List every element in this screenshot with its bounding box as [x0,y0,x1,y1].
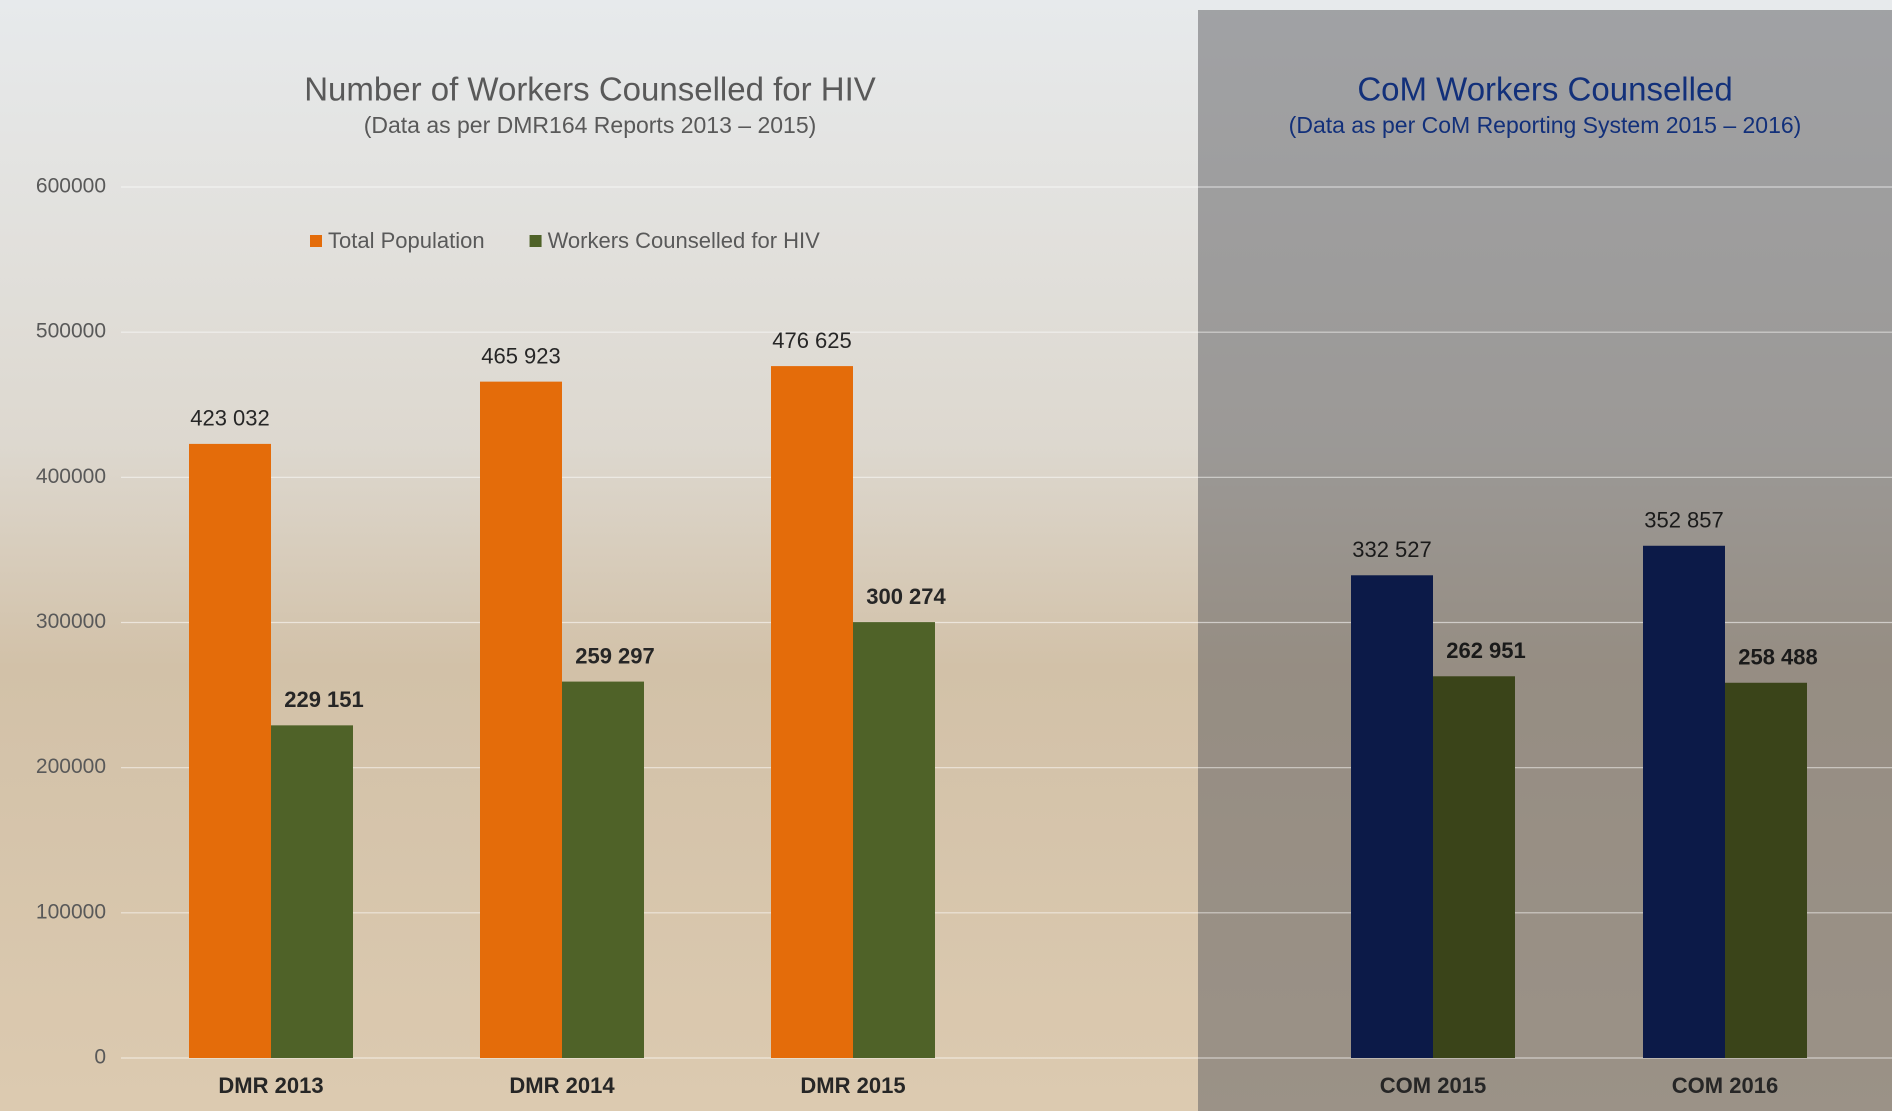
bar [853,622,935,1058]
bar [771,366,853,1058]
chart-title: Number of Workers Counselled for HIV [304,71,876,108]
y-tick-label: 600000 [36,175,106,198]
bar [562,681,644,1058]
x-tick-label: DMR 2014 [509,1073,615,1098]
legend-swatch [310,235,322,247]
legend-label: Total Population [328,228,485,253]
value-label: 259 297 [575,643,655,668]
bar [1351,575,1433,1058]
value-label: 229 151 [284,687,364,712]
y-tick-label: 400000 [36,465,106,488]
x-tick-label: DMR 2015 [800,1073,905,1098]
value-label: 423 032 [190,406,270,431]
legend-label: Workers Counselled for HIV [548,228,821,253]
value-label: 332 527 [1352,537,1432,562]
value-label: 262 951 [1446,638,1526,663]
value-label: 465 923 [481,343,561,368]
y-tick-label: 300000 [36,610,106,633]
legend-swatch [529,235,542,247]
y-tick-label: 200000 [36,755,106,778]
bar [480,381,562,1058]
y-tick-label: 0 [94,1046,106,1069]
chart-title: CoM Workers Counselled [1357,71,1732,108]
x-tick-label: DMR 2013 [218,1073,323,1098]
x-tick-label: COM 2015 [1380,1073,1486,1098]
chart-subtitle: (Data as per CoM Reporting System 2015 –… [1289,112,1802,138]
value-label: 352 857 [1644,508,1724,533]
x-tick-label: COM 2016 [1672,1073,1778,1098]
bar [271,725,353,1058]
value-label: 258 488 [1738,645,1818,670]
value-label: 476 625 [772,328,852,353]
bar [1725,682,1807,1058]
bar [1433,676,1515,1058]
y-tick-label: 500000 [36,320,106,343]
bar [1643,545,1725,1058]
y-tick-label: 100000 [36,900,106,923]
bar [189,443,271,1058]
value-label: 300 274 [866,584,946,609]
chart-subtitle: (Data as per DMR164 Reports 2013 – 2015) [364,112,817,138]
